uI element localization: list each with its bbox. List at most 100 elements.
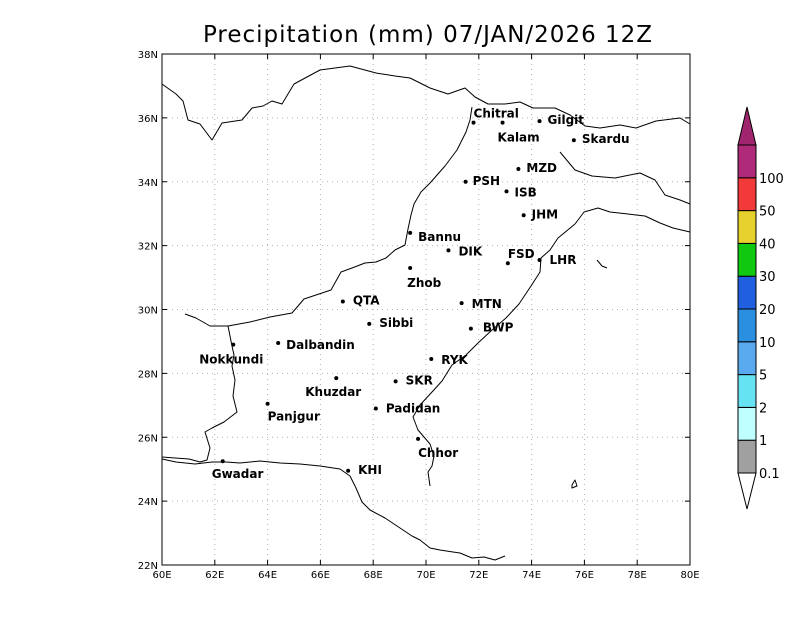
colorbar-segment xyxy=(737,177,757,212)
city-marker xyxy=(504,189,509,194)
colorbar-segment xyxy=(737,210,757,244)
city-bwp: BWP xyxy=(468,321,514,335)
colorbar-segment xyxy=(737,341,757,376)
city-label: RYK xyxy=(441,353,468,367)
colorbar-label: 40 xyxy=(759,237,776,252)
colorbar-label: 20 xyxy=(759,303,776,318)
city-marker xyxy=(429,357,434,362)
city-marker xyxy=(346,468,351,473)
x-tick-label: 80E xyxy=(680,570,699,581)
city-marker xyxy=(334,376,339,381)
map-title: Precipitation (mm) 07/JAN/2026 12Z xyxy=(203,22,653,48)
x-tick-label: 76E xyxy=(575,570,594,581)
city-marker xyxy=(408,230,413,235)
border-pakistan-india xyxy=(412,223,576,487)
city-label: Zhob xyxy=(407,276,441,290)
city-lhr: LHR xyxy=(537,253,577,267)
colorbar-segment xyxy=(737,439,757,474)
city-label: DIK xyxy=(458,244,482,258)
city-fsd: FSD xyxy=(505,247,535,266)
border-kashmir-north xyxy=(559,151,691,205)
city-nokkundi: Nokkundi xyxy=(199,342,263,367)
city-label: KHI xyxy=(358,463,382,477)
colorbar-label: 1 xyxy=(759,434,767,449)
city-marker xyxy=(571,138,576,143)
country-borders xyxy=(161,65,691,561)
city-marker xyxy=(471,120,476,125)
city-bannu: Bannu xyxy=(408,230,461,244)
city-gwadar: Gwadar xyxy=(212,459,264,481)
border-outline xyxy=(161,65,691,141)
city-marker xyxy=(416,436,421,441)
colorbar-segment xyxy=(737,374,757,408)
city-label: Chitral xyxy=(474,107,519,121)
city-zhob: Zhob xyxy=(407,265,442,290)
city-label: Kalam xyxy=(498,131,540,145)
city-panjgur: Panjgur xyxy=(265,401,320,424)
city-ryk: RYK xyxy=(429,353,469,367)
y-tick-label: 24N xyxy=(138,497,158,508)
colorbar-segment xyxy=(737,308,757,343)
city-marker xyxy=(220,459,225,464)
city-label: Nokkundi xyxy=(199,353,263,367)
city-marker xyxy=(340,299,345,304)
city-label: Gwadar xyxy=(212,467,264,481)
border-iran-pakistan xyxy=(161,325,238,463)
colorbar-segment xyxy=(737,406,757,441)
y-tick-label: 26N xyxy=(138,433,158,444)
city-marker xyxy=(367,321,372,326)
colorbar-segment xyxy=(737,242,757,277)
city-markers: Chitral Gilgit Kalam Skardu MZD PSH ISB JHM Bann… xyxy=(199,107,629,482)
city-marker xyxy=(505,261,510,266)
colorbar-label: 50 xyxy=(759,205,776,220)
x-tick-label: 62E xyxy=(205,570,224,581)
city-gilgit: Gilgit xyxy=(537,113,584,127)
colorbar-segment xyxy=(737,144,757,179)
colorbar-label: 0.1 xyxy=(759,467,780,482)
colorbar-segment xyxy=(737,275,757,310)
city-label: Padidan xyxy=(386,402,441,416)
city-label: MZD xyxy=(526,161,557,175)
colorbar-label: 2 xyxy=(759,401,767,416)
city-label: QTA xyxy=(353,294,380,308)
city-psh: PSH xyxy=(463,174,500,188)
city-label: BWP xyxy=(483,321,514,335)
city-marker xyxy=(537,119,542,124)
city-isb: ISB xyxy=(504,185,537,199)
city-marker xyxy=(500,120,505,125)
colorbar-label: 30 xyxy=(759,270,776,285)
city-mtn: MTN xyxy=(459,297,502,311)
y-tick-label: 32N xyxy=(138,242,158,253)
city-jhm: JHM xyxy=(521,207,558,221)
city-marker xyxy=(459,301,464,306)
city-mzd: MZD xyxy=(516,161,557,175)
city-label: Khuzdar xyxy=(305,385,361,399)
city-kalam: Kalam xyxy=(498,120,540,145)
x-tick-label: 60E xyxy=(152,570,171,581)
city-chhor: Chhor xyxy=(416,436,458,460)
lake-feature xyxy=(596,259,608,269)
city-padidan: Padidan xyxy=(373,402,441,416)
city-label: Panjgur xyxy=(268,410,320,424)
city-label: Bannu xyxy=(418,230,461,244)
city-label: LHR xyxy=(550,253,577,267)
coastline-india xyxy=(452,551,506,561)
x-tick-label: 74E xyxy=(522,570,541,581)
city-sibbi: Sibbi xyxy=(367,316,413,330)
colorbar-lower-arrow xyxy=(737,472,757,510)
city-marker xyxy=(231,342,236,347)
coastline xyxy=(161,458,454,553)
city-label: FSD xyxy=(508,247,535,261)
city-label: PSH xyxy=(473,174,500,188)
city-marker xyxy=(468,326,473,331)
y-tick-label: 34N xyxy=(138,178,158,189)
colorbar-upper-arrow xyxy=(737,106,757,146)
city-label: Sibbi xyxy=(379,316,413,330)
city-marker xyxy=(516,166,521,171)
y-tick-label: 28N xyxy=(138,369,158,380)
city-label: JHM xyxy=(531,207,558,221)
city-khi: KHI xyxy=(346,463,382,477)
x-tick-label: 66E xyxy=(311,570,330,581)
city-label: Dalbandin xyxy=(286,338,355,352)
